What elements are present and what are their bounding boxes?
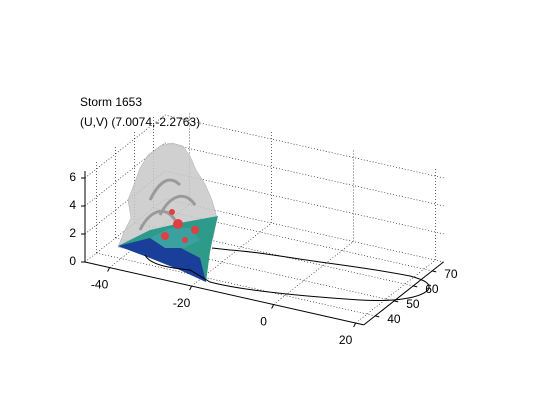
tick-mark <box>394 300 399 303</box>
core-blob <box>173 219 183 229</box>
title-line: (U,V) (7.0074,-2.2763) <box>80 115 200 129</box>
y-tick-label: 50 <box>406 297 420 311</box>
z-tick-label: 4 <box>69 198 76 212</box>
y-axis <box>363 261 444 326</box>
storm-slice-base <box>118 238 206 282</box>
core-blob <box>191 226 199 234</box>
x-axis <box>84 261 364 326</box>
core-blob <box>182 237 188 243</box>
grid-line <box>84 114 165 179</box>
z-tick-label: 6 <box>69 170 76 184</box>
x-tick-label: -40 <box>91 278 109 292</box>
y-tick-label: 60 <box>425 282 439 296</box>
storm-core <box>161 209 199 243</box>
z-tick-label: 2 <box>69 226 76 240</box>
grid-line <box>355 259 436 324</box>
tick-mark <box>107 267 111 272</box>
grid-line <box>191 222 272 287</box>
storm-texture <box>138 178 197 231</box>
x-tick-label: 0 <box>260 315 267 329</box>
core-blob <box>169 209 175 215</box>
core-blob <box>161 232 169 240</box>
grid-line <box>273 241 354 305</box>
track-outline <box>144 247 430 301</box>
title-line: Storm 1653 <box>80 95 142 109</box>
z-tick-label: 0 <box>69 254 76 268</box>
tick-mark <box>189 285 193 291</box>
tick-mark <box>353 322 357 328</box>
tick-mark <box>432 270 437 273</box>
tick-mark <box>271 304 275 309</box>
tick-mark <box>375 315 380 318</box>
axis-layer: -40 -20 0 20 40 50 60 70 0 2 4 6 <box>69 170 458 347</box>
x-tick-label: 20 <box>339 333 353 347</box>
x-tick-label: -20 <box>173 296 191 310</box>
y-tick-label: 70 <box>444 267 458 281</box>
y-tick-label: 40 <box>387 312 401 326</box>
tick-mark <box>413 285 418 288</box>
